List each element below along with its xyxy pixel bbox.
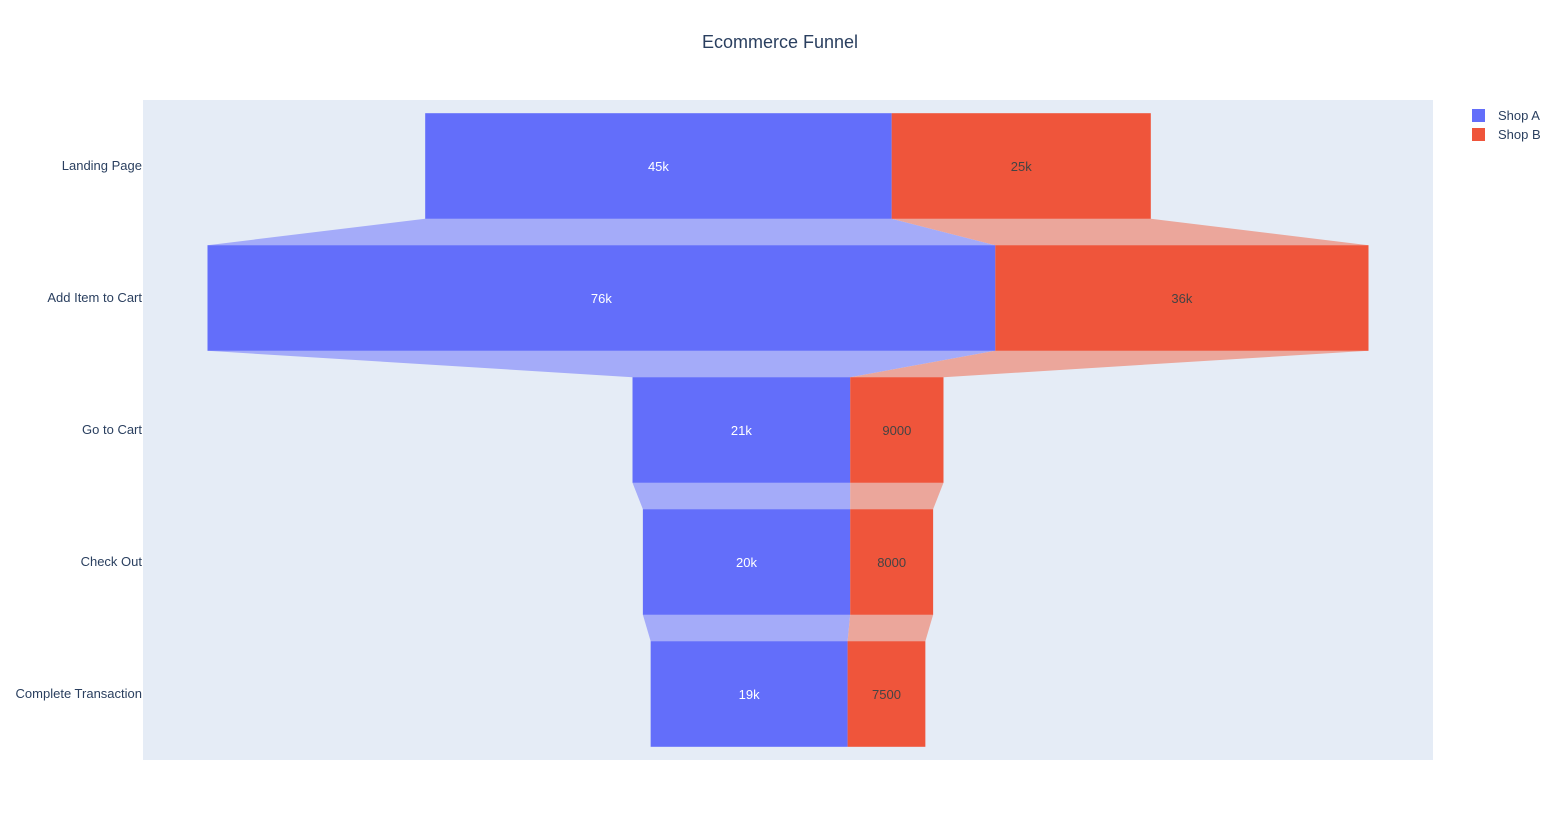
bar-shop-a-complete-transaction bbox=[650, 641, 848, 747]
bar-shop-b-landing-page bbox=[891, 113, 1151, 219]
chart-title: Ecommerce Funnel bbox=[701, 32, 859, 52]
legend-swatch-shop-b bbox=[1472, 128, 1485, 141]
connector-shop-a-4 bbox=[642, 614, 851, 642]
legend: Shop A Shop B bbox=[1472, 106, 1541, 144]
legend-label-shop-a: Shop A bbox=[1498, 108, 1540, 123]
data-label-shop-a-landing-page: 45k bbox=[648, 159, 669, 174]
bar-shop-a-add-item-to-cart bbox=[207, 245, 996, 351]
data-label-shop-b-complete-transaction: 7500 bbox=[872, 687, 901, 702]
bar-shop-a-go-to-cart bbox=[632, 377, 851, 483]
connector-shop-b-2 bbox=[850, 350, 1369, 378]
connector-shop-a-1 bbox=[207, 218, 996, 246]
connector-shop-b-3 bbox=[850, 482, 944, 510]
data-label-shop-b-go-to-cart: 9000 bbox=[882, 423, 911, 438]
connector-shop-b-4 bbox=[847, 614, 934, 642]
bar-shop-b-go-to-cart bbox=[850, 377, 944, 483]
tick-label-check-out: Check Out bbox=[81, 554, 143, 569]
connector-shop-a-3 bbox=[632, 482, 851, 510]
legend-label-shop-b: Shop B bbox=[1498, 127, 1541, 142]
tick-label-go-to-cart: Go to Cart bbox=[82, 422, 142, 437]
legend-item-shop-b[interactable]: Shop B bbox=[1472, 125, 1541, 144]
connector-shop-a-2 bbox=[207, 350, 996, 378]
tick-label-add-item-to-cart: Add Item to Cart bbox=[47, 290, 142, 305]
legend-item-shop-a[interactable]: Shop A bbox=[1472, 106, 1541, 125]
legend-swatch-shop-a bbox=[1472, 109, 1485, 122]
bar-shop-a-check-out bbox=[642, 509, 851, 615]
data-label-shop-b-landing-page: 25k bbox=[1011, 159, 1032, 174]
data-label-shop-a-go-to-cart: 21k bbox=[731, 423, 752, 438]
data-label-shop-b-check-out: 8000 bbox=[877, 555, 906, 570]
bar-shop-a-landing-page bbox=[425, 113, 892, 219]
data-label-shop-b-add-item-to-cart: 36k bbox=[1171, 291, 1192, 306]
tick-label-complete-transaction: Complete Transaction bbox=[16, 686, 142, 701]
data-label-shop-a-check-out: 20k bbox=[736, 555, 757, 570]
data-label-shop-a-add-item-to-cart: 76k bbox=[591, 291, 612, 306]
data-label-shop-a-complete-transaction: 19k bbox=[739, 687, 760, 702]
bar-shop-b-complete-transaction bbox=[847, 641, 926, 747]
connector-shop-b-1 bbox=[891, 218, 1369, 246]
bar-shop-b-add-item-to-cart bbox=[995, 245, 1369, 351]
bar-shop-b-check-out bbox=[850, 509, 934, 615]
tick-label-landing-page: Landing Page bbox=[62, 158, 142, 173]
